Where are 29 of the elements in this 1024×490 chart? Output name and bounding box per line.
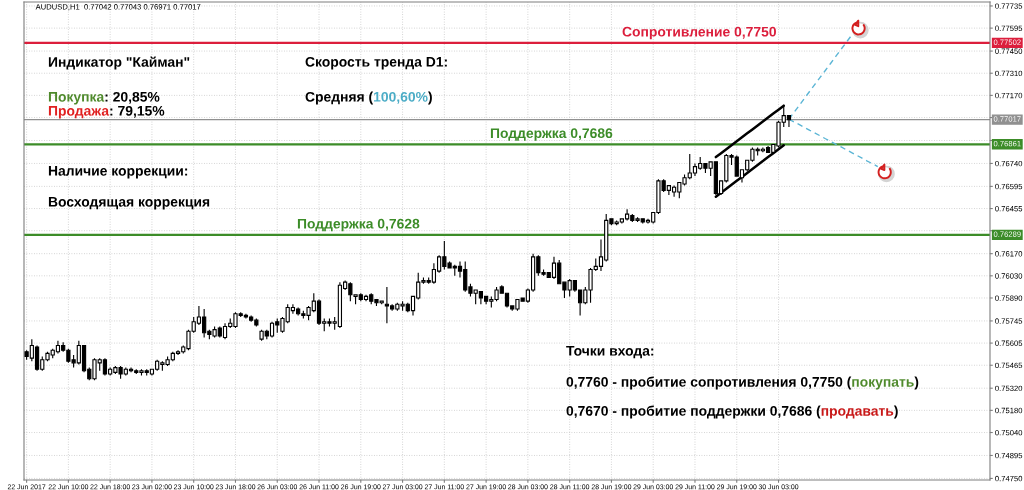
- candlestick: [363, 294, 369, 302]
- annotation: продавать: [821, 408, 894, 419]
- ref-line-label: Сопротивление 0,7750: [622, 26, 776, 40]
- annotation: Восходящая коррекция: [48, 197, 210, 210]
- annotation: Средняя (: [305, 91, 374, 105]
- annotation: 100,60%: [374, 91, 428, 104]
- annotation: 0,7670 - пробитие поддержки 0,7686 (: [566, 405, 821, 419]
- candlestick: [55, 340, 61, 354]
- ref-line-label: Поддержка 0,7628: [297, 218, 420, 232]
- annotation: Наличие коррекции:: [48, 166, 188, 179]
- annotation: Индикатор "Кайман": [48, 56, 190, 70]
- annotation: : 79,15%: [110, 105, 165, 118]
- line-series: [714, 104, 785, 159]
- annotation: ): [914, 376, 919, 390]
- annotation: ): [893, 405, 898, 419]
- annotation: Скорость тренда D1:: [305, 56, 447, 70]
- annotation: покупать: [852, 379, 914, 390]
- candlestick: [222, 322, 228, 340]
- annotation: Покупка: [48, 92, 105, 105]
- annotation: Продажа: [48, 106, 110, 119]
- candlestick: [551, 256, 557, 280]
- annotation: Точки входа:: [566, 346, 654, 359]
- candlestick: [128, 367, 134, 373]
- annotation: 0,7760 - пробитие сопротивления 0,7750 (: [566, 376, 852, 390]
- annotation: ): [427, 91, 432, 105]
- candlestick: [384, 286, 390, 324]
- candlestick: [269, 321, 275, 339]
- annotation: : 20,85%: [105, 91, 160, 104]
- ref-line-label: Поддержка 0,7686: [490, 128, 613, 141]
